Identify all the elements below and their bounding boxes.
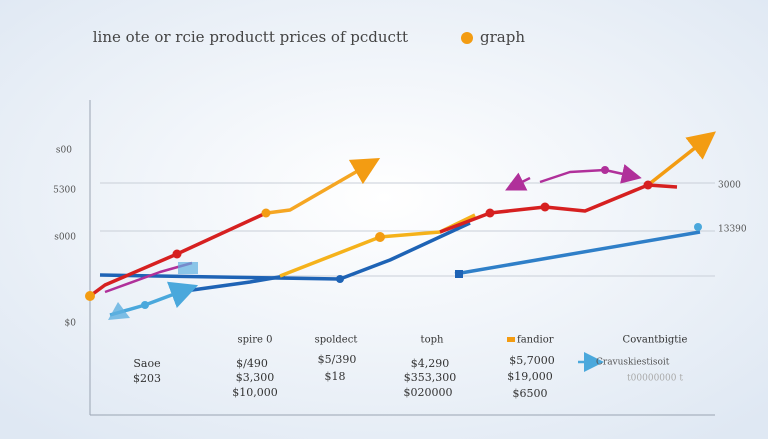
point — [141, 301, 149, 309]
point — [455, 270, 463, 278]
point — [643, 180, 653, 190]
point — [694, 223, 702, 231]
legend-label: Cravuskiestisoit — [596, 358, 670, 368]
cell: $203 — [133, 372, 161, 385]
right-label: 3000 — [718, 181, 741, 191]
marker-box — [178, 262, 198, 274]
cell: $4,290 — [411, 357, 450, 370]
point — [485, 208, 495, 218]
cell: $10,000 — [232, 386, 278, 399]
cell: $5/390 — [318, 353, 357, 366]
point — [375, 232, 385, 242]
y-label: $0 — [65, 319, 77, 329]
point — [172, 249, 182, 259]
marker-tri — [108, 302, 130, 320]
point — [261, 208, 271, 218]
y-label: 5300 — [53, 186, 76, 196]
line-orange-3 — [646, 131, 716, 187]
line-purple-3 — [505, 172, 531, 191]
line-blue — [99, 221, 471, 281]
line-red — [88, 211, 267, 298]
column-header: Covantbigtie — [623, 335, 688, 346]
right-label: 13390 — [718, 225, 747, 235]
column-header: toph — [421, 335, 444, 346]
chart-title: line ote or rcie productt prices of pcdu… — [93, 28, 408, 46]
line-orange — [266, 158, 381, 215]
column-header: spire 0 — [238, 335, 273, 346]
line-purple-2 — [539, 164, 642, 184]
point — [601, 166, 609, 174]
point — [336, 275, 344, 283]
legend-swatch — [507, 337, 515, 342]
point — [181, 287, 189, 295]
y-label: s000 — [54, 233, 76, 243]
cell: Saoe — [133, 357, 160, 370]
points — [85, 166, 702, 320]
cell: t00000000 t — [627, 374, 683, 384]
column-header: fandior — [517, 335, 554, 346]
cell: $5,7000 — [509, 354, 555, 367]
cell: $3,300 — [236, 371, 275, 384]
cell: $6500 — [513, 387, 548, 400]
title-dot — [461, 32, 473, 44]
axes — [89, 100, 715, 416]
y-label: s00 — [56, 146, 72, 156]
line-blue-2 — [454, 230, 701, 276]
cell: $/490 — [236, 357, 268, 370]
point — [85, 291, 95, 301]
cell: $18 — [325, 370, 346, 383]
cell: $020000 — [404, 386, 453, 399]
line-blue-3 — [184, 274, 286, 293]
cell: $19,000 — [507, 370, 553, 383]
point — [540, 202, 550, 212]
column-header: spoldect — [315, 335, 358, 346]
cell: $353,300 — [404, 371, 457, 384]
chart-title-suffix: graph — [480, 28, 525, 46]
line-red-2 — [439, 183, 678, 234]
